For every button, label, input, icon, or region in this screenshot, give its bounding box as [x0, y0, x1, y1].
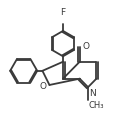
- Text: N: N: [89, 89, 95, 98]
- Text: O: O: [82, 42, 89, 51]
- Text: O: O: [39, 82, 46, 91]
- Text: F: F: [60, 8, 66, 17]
- Text: CH₃: CH₃: [89, 101, 104, 110]
